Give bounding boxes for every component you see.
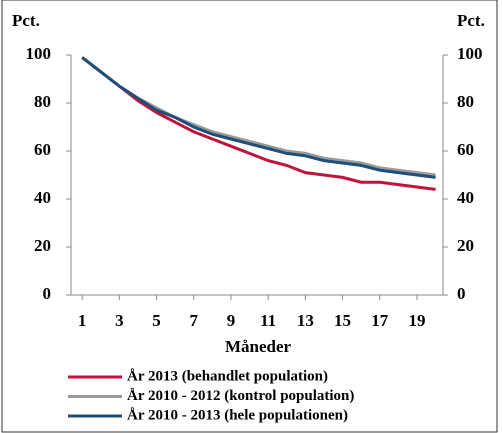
- x-tick-label: 17: [371, 311, 389, 330]
- series-line: [81, 56, 436, 191]
- y2-tick-label: 20: [457, 236, 474, 255]
- y2-axis-label: Pct.: [457, 11, 485, 30]
- y-tick-label: 40: [34, 188, 51, 207]
- legend-label: År 2013 (behandlet population): [127, 368, 328, 384]
- x-tick-label: 11: [260, 311, 276, 330]
- x-tick-label: 9: [227, 311, 236, 330]
- x-axis-label: Måneder: [225, 337, 292, 356]
- y2-tick-label: 60: [457, 140, 474, 159]
- y2-tick-label: 100: [457, 44, 483, 63]
- y-tick-label: 60: [34, 140, 51, 159]
- y-tick-label: 80: [34, 92, 51, 111]
- y2-tick-label: 0: [457, 284, 466, 303]
- series-line: [81, 56, 436, 179]
- legend-label: År 2010 - 2012 (kontrol population): [127, 388, 354, 404]
- x-tick-label: 19: [408, 311, 425, 330]
- x-tick-label: 7: [190, 311, 199, 330]
- x-tick-label: 1: [78, 311, 87, 330]
- y-tick-label: 100: [26, 44, 52, 63]
- y-tick-label: 20: [34, 236, 51, 255]
- y-tick-label: 0: [43, 284, 52, 303]
- x-tick-label: 15: [334, 311, 351, 330]
- y-axis-label: Pct.: [12, 11, 40, 30]
- legend-label: År 2010 - 2013 (hele populationen): [127, 407, 348, 423]
- y2-tick-label: 80: [457, 92, 474, 111]
- x-tick-label: 13: [297, 311, 314, 330]
- y2-tick-label: 40: [457, 188, 474, 207]
- x-tick-label: 3: [115, 311, 124, 330]
- x-tick-label: 5: [152, 311, 161, 330]
